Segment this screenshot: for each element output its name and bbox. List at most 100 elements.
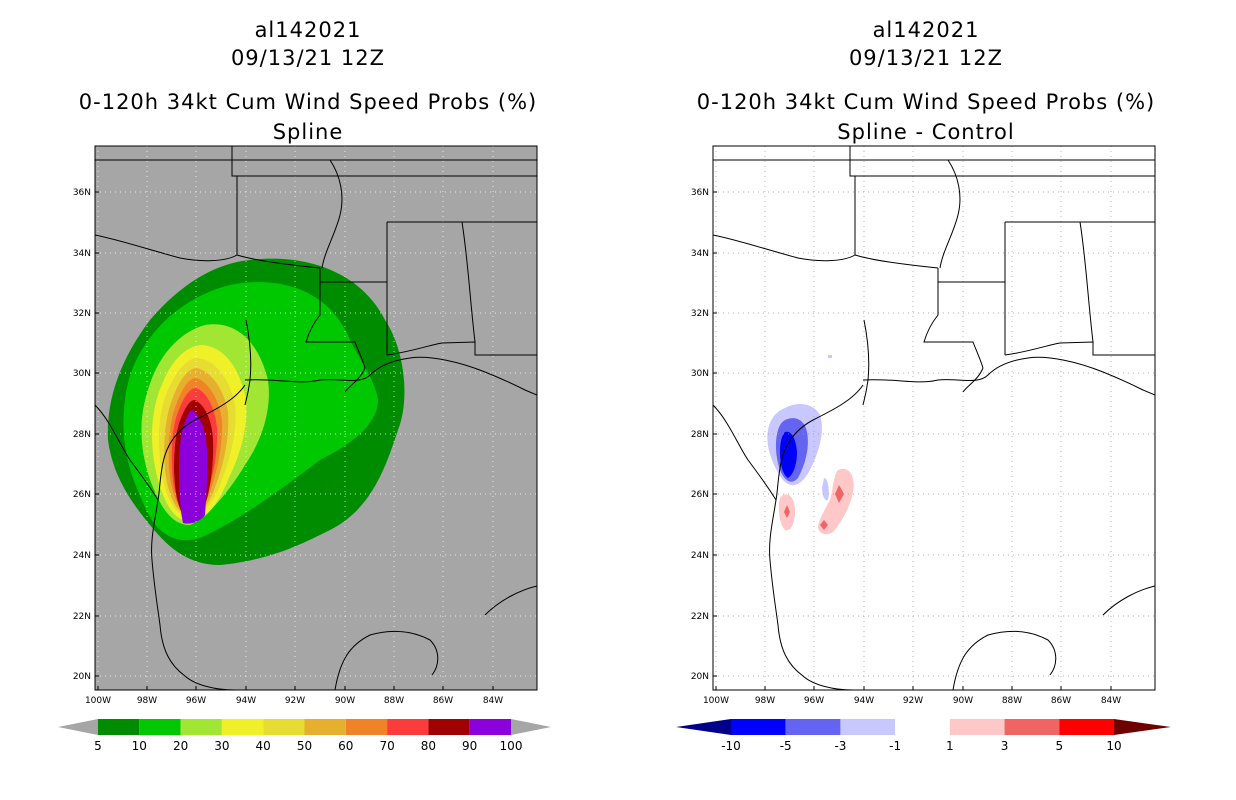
colorbar-label: -3 bbox=[834, 739, 846, 753]
lon-label: 98W bbox=[137, 696, 157, 706]
colorbar-label: 70 bbox=[379, 739, 394, 753]
lon-label: 88W bbox=[384, 696, 404, 706]
colorbar-label: 90 bbox=[462, 739, 477, 753]
lat-label: 20N bbox=[691, 672, 709, 682]
colorbar-arrow-right bbox=[1114, 719, 1171, 735]
right-subtitle: Spline - Control bbox=[837, 120, 1015, 144]
left-storm-id: al142021 bbox=[254, 18, 362, 42]
diff-pos-3c bbox=[820, 520, 828, 530]
colorbar-label: -1 bbox=[889, 739, 901, 753]
lat-label: 34N bbox=[73, 249, 91, 259]
left-lon-ticks bbox=[97, 686, 494, 690]
colorbar-swatch bbox=[345, 719, 388, 735]
lon-label: 92W bbox=[285, 696, 305, 706]
right-lat-ticks bbox=[713, 191, 717, 677]
colorbar-swatch bbox=[895, 719, 950, 735]
right-lon-labels: 100W 98W 96W 94W 92W 90W 88W 86W 84W bbox=[703, 696, 1121, 706]
colorbar-swatch bbox=[1004, 719, 1060, 735]
diff-neg-1b bbox=[822, 478, 829, 501]
lat-label: 36N bbox=[73, 188, 91, 198]
lat-label: 22N bbox=[691, 612, 709, 622]
lon-label: 94W bbox=[236, 696, 256, 706]
colorbar-arrow-left bbox=[58, 719, 98, 735]
colorbar-swatch bbox=[731, 719, 786, 735]
colorbar-swatch bbox=[98, 719, 140, 735]
lon-label: 90W bbox=[335, 696, 355, 706]
colorbar-swatch bbox=[180, 719, 222, 735]
lon-label: 98W bbox=[755, 696, 775, 706]
lon-label: 90W bbox=[953, 696, 973, 706]
colorbar-label: -10 bbox=[721, 739, 741, 753]
colorbar-label: 100 bbox=[500, 739, 523, 753]
right-product-title: 0-120h 34kt Cum Wind Speed Probs (%) bbox=[696, 90, 1156, 114]
colorbar-label: 80 bbox=[421, 739, 436, 753]
lon-label: 96W bbox=[186, 696, 206, 706]
diff-pos-3a bbox=[784, 505, 790, 518]
lat-label: 24N bbox=[691, 551, 709, 561]
colorbar-label: -5 bbox=[780, 739, 792, 753]
colorbar-swatch bbox=[304, 719, 346, 735]
lat-label: 32N bbox=[73, 309, 91, 319]
diff-pos-3b bbox=[835, 485, 844, 503]
lat-label: 26N bbox=[691, 490, 709, 500]
colorbar-label: 10 bbox=[132, 739, 147, 753]
colorbar-arrow-right bbox=[511, 719, 551, 735]
lon-label: 92W bbox=[903, 696, 923, 706]
left-lat-labels: 36N 34N 32N 30N 28N 26N 24N 22N 20N bbox=[73, 188, 91, 682]
left-lon-labels: 100W 98W 96W 94W 92W 90W 88W 86W 84W bbox=[85, 696, 503, 706]
lat-label: 20N bbox=[73, 672, 91, 682]
diff-neg-5 bbox=[780, 431, 797, 478]
right-storm-id: al142021 bbox=[872, 18, 980, 42]
lon-label: 100W bbox=[85, 696, 111, 706]
prob-contour-90 bbox=[179, 410, 208, 524]
lon-label: 96W bbox=[804, 696, 824, 706]
lat-label: 26N bbox=[73, 490, 91, 500]
lat-label: 22N bbox=[73, 612, 91, 622]
left-map-panel: 36N 34N 32N 30N 28N 26N 24N 22N 20N 100W… bbox=[58, 145, 551, 753]
left-lat-ticks bbox=[95, 191, 99, 677]
colorbar-swatch bbox=[221, 719, 264, 735]
right-lat-labels: 36N 34N 32N 30N 28N 26N 24N 22N 20N bbox=[691, 188, 709, 682]
colorbar-label: 20 bbox=[173, 739, 188, 753]
colorbar-swatch bbox=[949, 719, 1005, 735]
colorbar-swatch bbox=[469, 719, 511, 735]
colorbar-swatch bbox=[1059, 719, 1114, 735]
lat-label: 24N bbox=[73, 551, 91, 561]
right-graticule bbox=[713, 146, 1155, 690]
colorbar-label: 50 bbox=[297, 739, 312, 753]
right-coastlines bbox=[713, 146, 1155, 690]
lon-label: 86W bbox=[1051, 696, 1071, 706]
lat-label: 32N bbox=[691, 309, 709, 319]
lat-label: 28N bbox=[73, 430, 91, 440]
lon-label: 100W bbox=[703, 696, 729, 706]
colorbar-label: 30 bbox=[214, 739, 229, 753]
colorbar-swatch bbox=[139, 719, 181, 735]
colorbar-swatch bbox=[263, 719, 305, 735]
colorbar-label: 5 bbox=[94, 739, 102, 753]
left-map-frame bbox=[94, 145, 538, 691]
colorbar-label: 5 bbox=[1055, 739, 1063, 753]
lat-label: 28N bbox=[691, 430, 709, 440]
colorbar-swatch bbox=[428, 719, 470, 735]
left-graticule bbox=[95, 146, 537, 690]
left-datetime: 09/13/21 12Z bbox=[230, 46, 386, 70]
right-lon-ticks bbox=[715, 686, 1112, 690]
lon-label: 94W bbox=[854, 696, 874, 706]
diff-neg-1c bbox=[828, 355, 832, 358]
lat-label: 36N bbox=[691, 188, 709, 198]
left-subtitle: Spline bbox=[272, 120, 344, 144]
lon-label: 84W bbox=[1101, 696, 1121, 706]
diff-pos-1b bbox=[818, 468, 854, 535]
left-product-title: 0-120h 34kt Cum Wind Speed Probs (%) bbox=[78, 90, 538, 114]
lat-label: 34N bbox=[691, 249, 709, 259]
colorbar-label: 40 bbox=[256, 739, 271, 753]
colorbar-swatch bbox=[785, 719, 841, 735]
lon-label: 86W bbox=[433, 696, 453, 706]
colorbar-label: 60 bbox=[338, 739, 353, 753]
colorbar-label: 10 bbox=[1106, 739, 1121, 753]
right-map-panel: 36N 34N 32N 30N 28N 26N 24N 22N 20N 100W… bbox=[676, 145, 1171, 753]
lon-label: 84W bbox=[483, 696, 503, 706]
colorbar-swatch bbox=[840, 719, 896, 735]
left-coastlines bbox=[95, 146, 537, 690]
lon-label: 88W bbox=[1002, 696, 1022, 706]
